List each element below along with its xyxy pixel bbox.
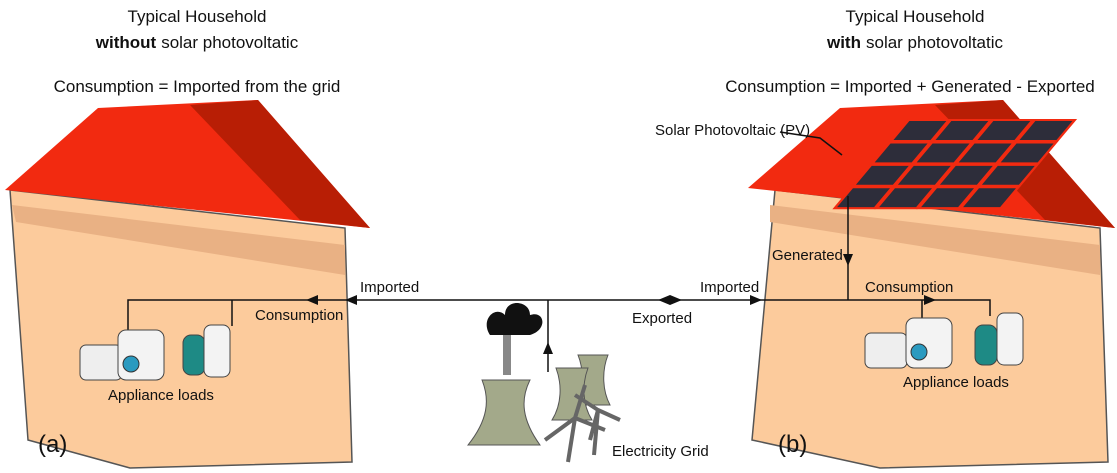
left-imported: Imported [360, 279, 419, 296]
left-consumption: Consumption [255, 307, 343, 324]
arrow [543, 342, 553, 354]
left-appliances-label: Appliance loads [108, 387, 214, 404]
pv-label: Solar Photovoltaic (PV) [655, 122, 810, 139]
washer [865, 333, 907, 368]
bottle [183, 335, 205, 375]
left-label: (a) [38, 431, 67, 458]
washer-door [911, 344, 927, 360]
left-subtitle-rest: solar photovoltatic [161, 33, 299, 52]
exported-label: Exported [632, 310, 692, 327]
left-equation: Consumption = Imported from the grid [54, 77, 341, 96]
power-plant [468, 303, 620, 462]
right-subtitle-bold: with [826, 33, 861, 52]
cooling-tower [468, 380, 540, 445]
left-title: Typical Household [128, 7, 267, 26]
chimney [503, 335, 511, 375]
dispenser [204, 325, 230, 377]
right-label: (b) [778, 431, 807, 458]
washer [118, 330, 164, 380]
washer [80, 345, 122, 380]
smoke [487, 303, 543, 335]
arrow [670, 295, 682, 305]
grid-label: Electricity Grid [612, 443, 709, 460]
generated-label: Generated [772, 247, 843, 264]
right-subtitle-rest: solar photovoltatic [866, 33, 1004, 52]
right-subtitle: with solar photovoltatic [826, 33, 1004, 52]
wind-turbines [545, 385, 620, 462]
washer [906, 318, 952, 368]
arrow [750, 295, 762, 305]
dispenser [997, 313, 1023, 365]
right-title: Typical Household [846, 7, 985, 26]
diagram: Typical Household withoutsolar photovolt… [0, 0, 1117, 473]
right-consumption: Consumption [865, 279, 953, 296]
right-imported: Imported [700, 279, 759, 296]
right-appliances-label: Appliance loads [903, 374, 1009, 391]
bottle [975, 325, 997, 365]
arrow [658, 295, 670, 305]
left-subtitle-bold: without [95, 33, 157, 52]
washer-door [123, 356, 139, 372]
right-equation: Consumption = Imported + Generated - Exp… [725, 77, 1094, 96]
